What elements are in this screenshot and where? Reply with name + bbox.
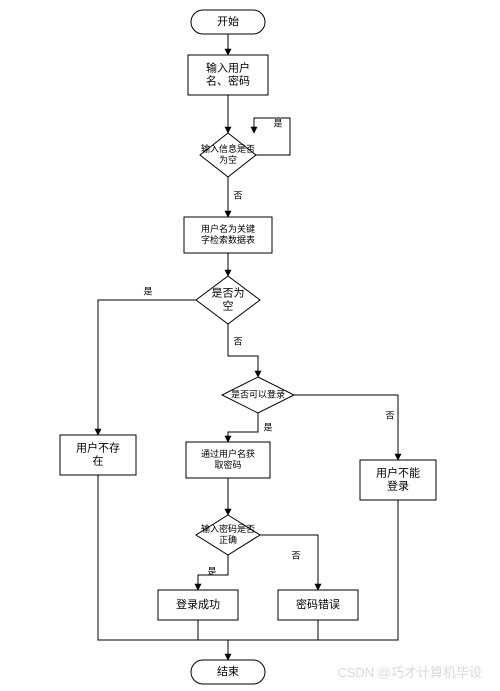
node-label: 输入信息是否 — [201, 143, 255, 154]
edge — [228, 324, 258, 377]
node-label: 是否为 — [212, 286, 245, 299]
node-label: 为空 — [219, 154, 237, 165]
node-label: 取密码 — [214, 459, 241, 470]
node-can_login: 是否可以登录 — [222, 377, 294, 413]
edge-label: 是 — [273, 118, 282, 128]
node-label: 字检索数据表 — [201, 234, 255, 245]
node-start: 开始 — [191, 10, 265, 34]
edges-layer: 是否是否是否是否 — [98, 34, 398, 660]
node-label: 登录 — [387, 478, 409, 492]
node-label: 用户不能 — [376, 465, 420, 479]
node-label: 通过用户名获 — [201, 448, 255, 459]
node-label: 密码错误 — [296, 597, 340, 611]
edge — [228, 413, 258, 442]
node-success: 登录成功 — [158, 590, 238, 620]
edge-label: 否 — [233, 190, 242, 200]
edge-label: 是 — [207, 566, 216, 576]
edge — [98, 300, 196, 435]
watermark: CSDN @巧才计算机毕设 — [337, 665, 482, 680]
edge — [198, 620, 318, 640]
node-get_pwd: 通过用户名获取密码 — [186, 442, 270, 478]
node-end: 结束 — [191, 660, 265, 684]
edge-label: 否 — [385, 410, 394, 420]
edge — [260, 535, 318, 590]
flowchart-canvas: 是否是否是否是否开始输入用户名、密码输入信息是否为空用户名为关键字检索数据表是否… — [0, 0, 500, 691]
edge — [254, 118, 290, 155]
node-label: 输入用户 — [206, 60, 250, 74]
node-label: 输入密码是否 — [201, 523, 255, 534]
node-no_user: 用户不存在 — [60, 435, 136, 475]
edge-label: 否 — [291, 550, 300, 560]
nodes-layer: 开始输入用户名、密码输入信息是否为空用户名为关键字检索数据表是否为空是否可以登录… — [60, 10, 436, 684]
edge — [294, 395, 398, 460]
node-label: 登录成功 — [176, 597, 220, 611]
node-label: 是否可以登录 — [231, 389, 285, 399]
edge-label: 否 — [233, 336, 242, 346]
node-label: 名、密码 — [206, 73, 250, 87]
node-label: 开始 — [217, 14, 239, 28]
node-empty_info: 输入信息是否为空 — [200, 133, 256, 177]
node-label: 用户不存 — [76, 440, 120, 454]
node-input: 输入用户名、密码 — [188, 55, 268, 95]
node-pwd_err: 密码错误 — [278, 590, 358, 620]
node-label: 在 — [93, 454, 104, 467]
edge-label: 是 — [143, 286, 152, 296]
node-is_empty: 是否为空 — [196, 276, 260, 324]
node-label: 用户名为关键 — [201, 223, 255, 234]
node-no_login: 用户不能登录 — [360, 460, 436, 500]
node-label: 正确 — [219, 534, 237, 545]
edge-label: 是 — [263, 422, 272, 432]
node-search: 用户名为关键字检索数据表 — [184, 217, 272, 253]
node-pwd_ok: 输入密码是否正确 — [196, 515, 260, 555]
node-label: 结束 — [217, 665, 239, 678]
node-label: 空 — [223, 298, 234, 312]
